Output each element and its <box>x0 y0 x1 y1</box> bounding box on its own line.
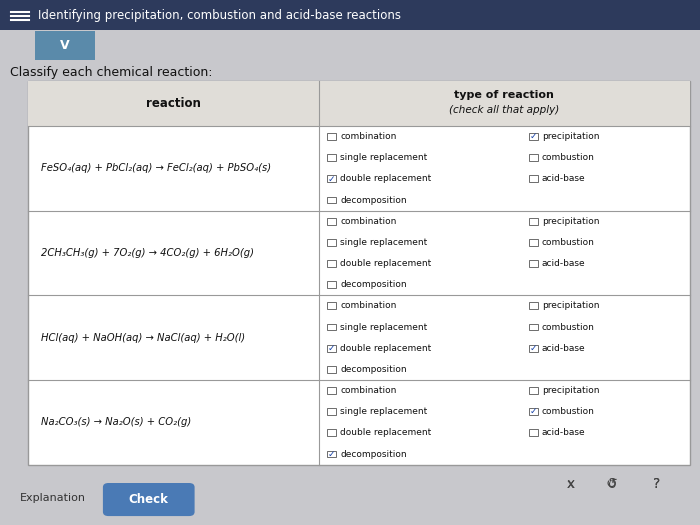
Text: ✓: ✓ <box>328 344 335 353</box>
Text: (check all that apply): (check all that apply) <box>449 104 559 115</box>
Text: ↺: ↺ <box>606 477 617 491</box>
Text: HCl(aq) + NaOH(aq) → NaCl(aq) + H₂O(l): HCl(aq) + NaOH(aq) → NaCl(aq) + H₂O(l) <box>41 333 245 343</box>
Text: decomposition: decomposition <box>340 280 407 289</box>
Text: Na₂CO₃(s) → Na₂O(s) + CO₂(g): Na₂CO₃(s) → Na₂O(s) + CO₂(g) <box>41 417 191 427</box>
Text: ?: ? <box>653 477 660 491</box>
Text: combination: combination <box>340 386 397 395</box>
Text: combination: combination <box>340 217 397 226</box>
Text: reaction: reaction <box>146 97 201 110</box>
Text: Identifying precipitation, combustion and acid-base reactions: Identifying precipitation, combustion an… <box>38 9 402 22</box>
Text: acid-base: acid-base <box>542 344 585 353</box>
Text: decomposition: decomposition <box>340 365 407 374</box>
Text: δ: δ <box>608 477 616 491</box>
Text: decomposition: decomposition <box>340 449 407 458</box>
Text: precipitation: precipitation <box>542 132 599 141</box>
Text: combination: combination <box>340 132 397 141</box>
Text: ?: ? <box>653 477 660 491</box>
Text: Classify each chemical reaction:: Classify each chemical reaction: <box>10 66 213 79</box>
Text: combustion: combustion <box>542 238 595 247</box>
Text: type of reaction: type of reaction <box>454 90 554 100</box>
Text: single replacement: single replacement <box>340 407 428 416</box>
Text: double replacement: double replacement <box>340 174 431 183</box>
Text: double replacement: double replacement <box>340 344 431 353</box>
Text: precipitation: precipitation <box>542 386 599 395</box>
Text: double replacement: double replacement <box>340 428 431 437</box>
Text: 2CH₃CH₃(g) + 7O₂(g) → 4CO₂(g) + 6H₂O(g): 2CH₃CH₃(g) + 7O₂(g) → 4CO₂(g) + 6H₂O(g) <box>41 248 253 258</box>
Text: combustion: combustion <box>542 153 595 162</box>
Text: single replacement: single replacement <box>340 322 428 332</box>
Text: precipitation: precipitation <box>542 217 599 226</box>
Text: ✓: ✓ <box>529 344 537 353</box>
Text: acid-base: acid-base <box>542 428 585 437</box>
Text: Check: Check <box>129 493 169 506</box>
Text: ✓: ✓ <box>328 449 335 458</box>
Text: ✓: ✓ <box>529 132 537 141</box>
Text: precipitation: precipitation <box>542 301 599 310</box>
Text: acid-base: acid-base <box>542 259 585 268</box>
Text: decomposition: decomposition <box>340 196 407 205</box>
Text: combustion: combustion <box>542 407 595 416</box>
Text: ✓: ✓ <box>328 174 335 183</box>
Text: single replacement: single replacement <box>340 238 428 247</box>
Text: Explanation: Explanation <box>20 492 85 503</box>
Text: acid-base: acid-base <box>542 174 585 183</box>
Text: double replacement: double replacement <box>340 259 431 268</box>
Text: single replacement: single replacement <box>340 153 428 162</box>
Text: V: V <box>60 39 69 52</box>
Text: combination: combination <box>340 301 397 310</box>
Text: x: x <box>566 477 575 491</box>
Text: x: x <box>567 478 574 490</box>
Text: FeSO₄(aq) + PbCl₂(aq) → FeCl₂(aq) + PbSO₄(s): FeSO₄(aq) + PbCl₂(aq) → FeCl₂(aq) + PbSO… <box>41 163 271 173</box>
Text: ✓: ✓ <box>529 407 537 416</box>
Text: combustion: combustion <box>542 322 595 332</box>
